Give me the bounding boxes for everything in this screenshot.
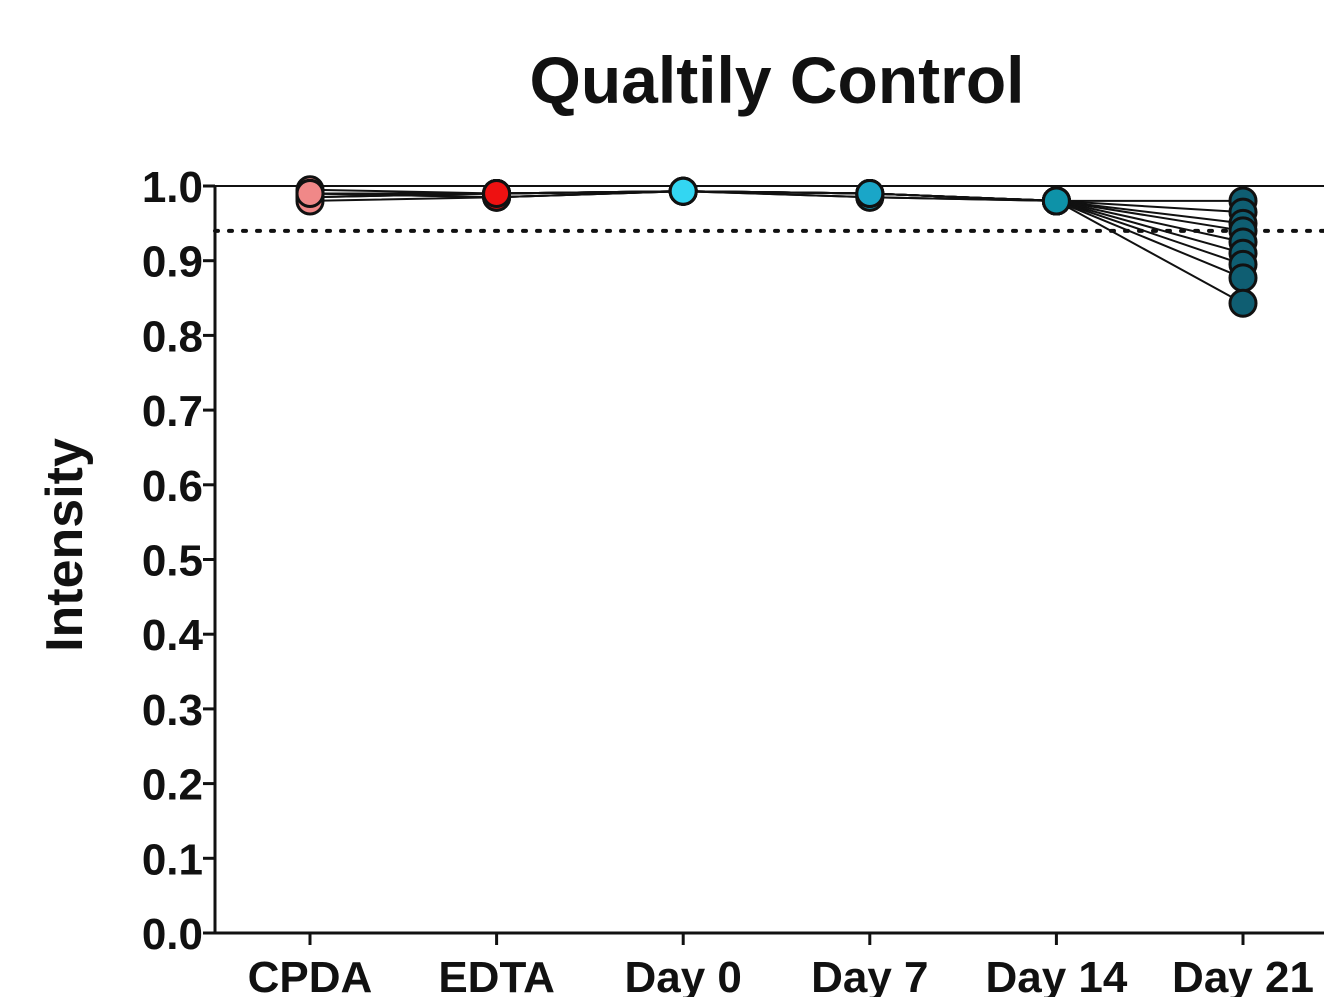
x-tick-label: CPDA [248,953,373,997]
chart-title: Qualtily Control [530,43,1025,117]
y-tick-label: 0.6 [142,462,203,511]
y-tick-label: 1.0 [142,163,203,212]
x-tick-label: EDTA [438,953,555,997]
y-tick-label: 0.0 [142,910,203,959]
x-tick-label: Day 7 [811,953,928,997]
y-tick-label: 0.4 [142,611,204,660]
data-point [668,176,698,206]
data-point [1041,186,1071,216]
data-point [855,178,885,208]
series-lines [309,188,1244,305]
x-tick-label: Day 0 [624,953,741,997]
data-points [295,175,1258,318]
y-tick-label: 0.9 [142,238,203,287]
y-tick-label: 0.8 [142,312,203,361]
axes [203,184,1324,945]
x-tick-label: Day 14 [985,953,1127,997]
x-tick-label: Day 21 [1172,953,1314,997]
y-tick-label: 0.2 [142,761,203,810]
series-line [310,190,1244,305]
series-line [310,190,1244,266]
y-tick-label: 0.7 [142,387,203,436]
data-point [1228,288,1258,318]
y-tick-label: 0.5 [142,537,203,586]
data-point [482,178,512,208]
data-point [1228,263,1258,293]
data-point [295,178,325,208]
y-tick-label: 0.1 [142,835,203,884]
tick-labels: 0.0 0.1 0.2 0.3 0.4 0.5 0.6 0.7 0.8 0.9 1.0 CPDA EDT… [142,163,1314,997]
y-tick-label: 0.3 [142,686,203,735]
y-axis-label: Intensity [36,438,94,652]
